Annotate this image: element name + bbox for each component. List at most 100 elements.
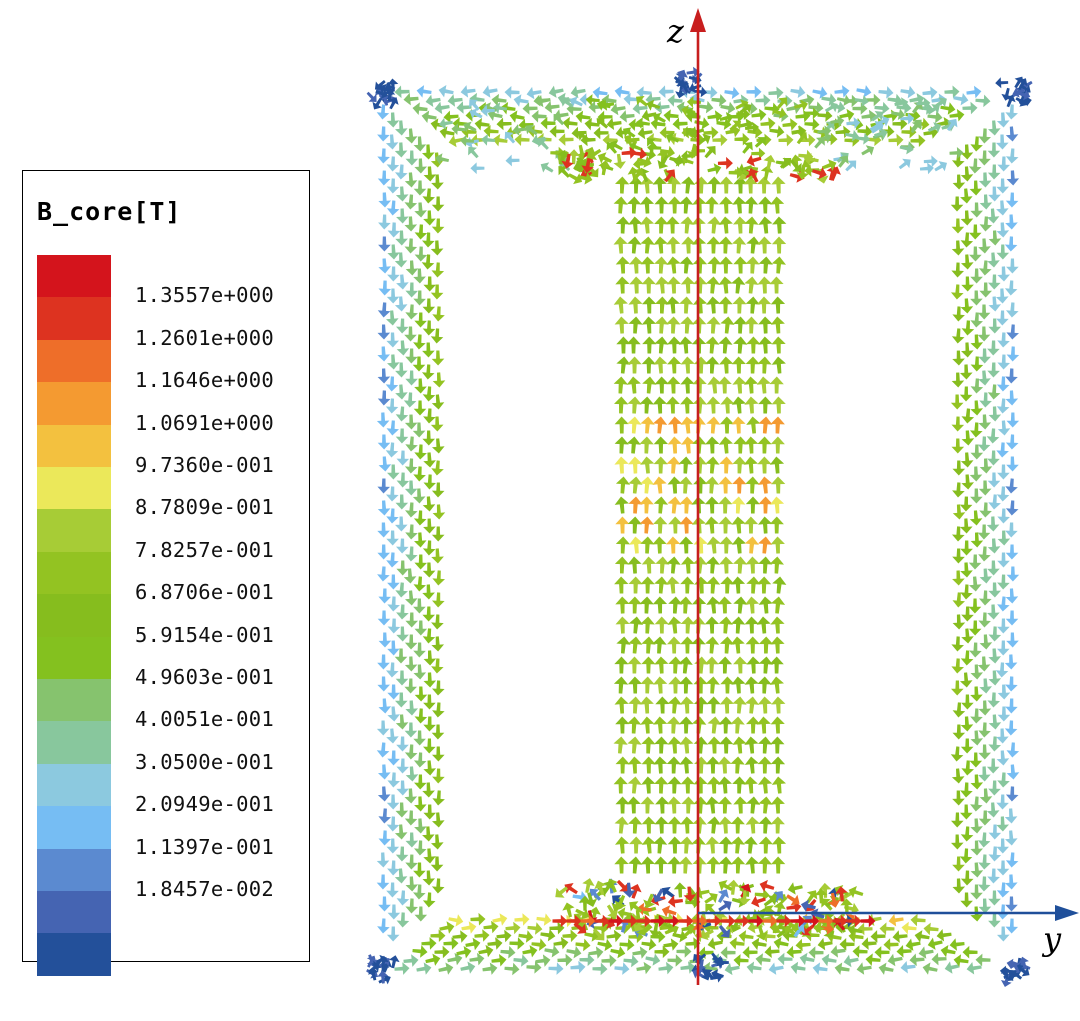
vector-arrow [639, 196, 655, 214]
vector-arrow [430, 118, 446, 131]
vector-arrow [615, 276, 630, 294]
vector-arrow [645, 953, 661, 966]
vector-arrow [1000, 966, 1012, 980]
vector-arrow [562, 902, 575, 918]
vector-arrow [970, 312, 983, 328]
vector-arrow [500, 102, 516, 115]
legend-swatch [37, 551, 111, 595]
vector-arrow [387, 684, 400, 700]
vector-arrow [385, 398, 399, 414]
vector-arrow [405, 766, 419, 782]
vector-arrow [986, 802, 1000, 818]
vector-arrow [538, 138, 549, 150]
vector-arrow [996, 200, 1009, 216]
vector-arrow [718, 216, 733, 234]
vector-arrow [960, 364, 973, 380]
vector-arrow [949, 938, 965, 951]
vector-arrow [395, 802, 409, 818]
vector-arrow [962, 945, 978, 959]
vector-arrow [725, 125, 741, 138]
vector-arrow [693, 276, 708, 294]
vector-arrow [680, 616, 695, 634]
vector-arrow [960, 584, 973, 600]
vector-arrow [665, 216, 680, 234]
vector-arrow [724, 962, 740, 976]
vector-arrow [378, 588, 391, 604]
vector-arrow [730, 856, 746, 874]
vector-arrow [979, 194, 993, 210]
vector-arrow [614, 496, 629, 514]
vector-arrow [632, 946, 648, 959]
vector-arrow [655, 276, 670, 294]
vector-arrow [1005, 500, 1019, 516]
vector-arrow [460, 134, 474, 147]
vector-arrow [652, 536, 667, 554]
vector-arrow [786, 894, 800, 906]
vector-arrow [951, 812, 964, 828]
vector-arrow [366, 91, 377, 102]
vector-arrow [910, 134, 926, 147]
vector-arrow [1001, 974, 1012, 987]
vector-arrow [460, 961, 476, 974]
vector-arrow [757, 696, 773, 714]
legend-swatch [37, 594, 111, 638]
vector-arrow [678, 596, 693, 614]
vector-arrow [821, 93, 837, 106]
vector-arrow [555, 886, 568, 898]
vector-arrow [878, 962, 894, 975]
vector-arrow [412, 422, 426, 438]
legend-swatch [37, 467, 111, 510]
vector-arrow [996, 134, 1009, 150]
vector-arrow [733, 436, 748, 454]
vector-arrow [883, 938, 899, 951]
vector-arrow [414, 224, 428, 240]
vector-arrow [434, 101, 450, 115]
vector-arrow [655, 296, 670, 314]
vector-arrow [705, 456, 720, 474]
vector-arrow [505, 921, 521, 935]
vector-arrow [744, 736, 759, 754]
vector-arrow [423, 276, 436, 292]
vector-arrow [404, 722, 418, 738]
vector-arrow [414, 246, 428, 262]
vector-arrow [988, 890, 1001, 906]
vector-arrow [834, 85, 850, 98]
vector-arrow [575, 938, 591, 952]
vector-arrow [732, 296, 747, 314]
vector-arrow [668, 596, 683, 614]
vector-arrow [536, 913, 552, 926]
vector-arrow [950, 196, 964, 212]
vector-arrow [614, 816, 629, 834]
vector-arrow [566, 946, 582, 959]
vector-arrow [997, 530, 1011, 546]
vector-arrow [861, 145, 875, 156]
vector-arrow [432, 768, 445, 784]
vector-arrow [927, 110, 943, 124]
vector-arrow [522, 945, 538, 958]
vector-arrow [569, 96, 583, 108]
vector-arrow [718, 900, 732, 912]
vector-arrow [414, 620, 428, 636]
vector-arrow [377, 500, 391, 516]
vector-arrow [770, 796, 785, 814]
vector-arrow [952, 592, 965, 608]
legend-swatch [37, 763, 111, 807]
vector-arrow [387, 750, 400, 766]
vector-arrow [717, 796, 733, 814]
vector-arrow [952, 548, 965, 564]
vector-arrow [733, 176, 748, 194]
vector-arrow [504, 131, 516, 144]
vector-arrow [395, 692, 408, 708]
vector-arrow [423, 650, 437, 666]
vector-arrow [448, 914, 464, 927]
vector-arrow [951, 328, 965, 344]
vector-arrow [978, 810, 992, 826]
vector-arrow [771, 836, 787, 854]
vector-arrow [413, 862, 426, 878]
vector-arrow [769, 276, 784, 294]
vector-arrow [961, 760, 974, 776]
vector-arrow [768, 962, 784, 975]
vector-arrow [733, 216, 748, 234]
vector-arrow [628, 216, 643, 234]
vector-arrow [416, 962, 432, 975]
